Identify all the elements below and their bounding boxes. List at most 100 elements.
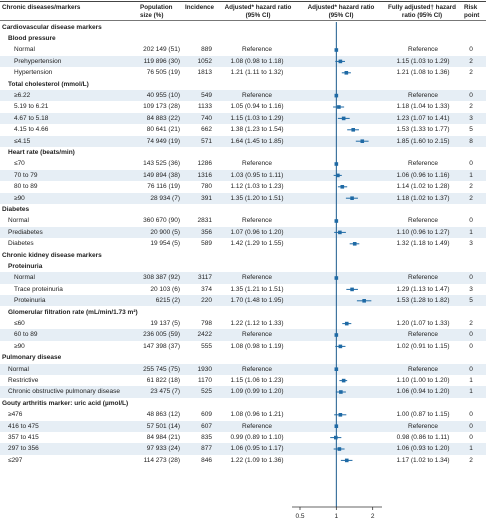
incidence-cell: 2831	[197, 217, 212, 225]
header-population: Population size (%)	[140, 4, 173, 19]
population-cell: 76 116 (19)	[147, 183, 180, 191]
header-fully: Fully adjusted† hazard ratio (95% CI)	[388, 4, 456, 19]
hazard-ratio-point	[339, 390, 343, 394]
fully-adjusted-hr-cell: 1.32 (1.18 to 1.49)	[396, 240, 450, 248]
risk-point-cell: 0	[469, 331, 473, 339]
adjusted-hr-cell: 1.42 (1.29 to 1.55)	[230, 240, 284, 248]
incidence-cell: 525	[201, 388, 212, 396]
incidence-cell: 549	[201, 91, 212, 99]
heading-label: Blood pressure	[8, 34, 56, 42]
table-row: Normal 255 745 (75) 1930 Reference Reference…	[0, 363, 486, 375]
risk-point-cell: 1	[469, 445, 473, 453]
incidence-cell: 798	[201, 319, 212, 327]
risk-point-cell: 0	[469, 91, 473, 99]
table-row: ≥6.22 40 955 (10) 549 Reference Reference 0	[0, 89, 486, 102]
population-cell: 84 883 (22)	[146, 114, 180, 122]
population-cell: 57 501 (14)	[146, 422, 180, 430]
fully-adjusted-hr-cell: 1.18 (1.02 to 1.37)	[396, 194, 450, 202]
risk-point-cell: 3	[469, 285, 473, 293]
section-heading: Gouty arthritis marker: uric acid (µmol/…	[0, 398, 486, 409]
fully-adjusted-hr-cell: 1.06 (0.93 to 1.20)	[396, 445, 450, 453]
adjusted-hr-cell: Reference	[242, 217, 272, 225]
row-label: ≤60	[14, 319, 25, 327]
incidence-cell: 609	[201, 411, 212, 419]
adjusted-hr-cell: 0.99 (0.89 to 1.10)	[230, 433, 284, 441]
population-cell: 80 641 (21)	[146, 126, 180, 134]
fully-adjusted-hr-cell: 1.06 (0.94 to 1.20)	[396, 388, 450, 396]
adjusted-hr-cell: 1.07 (0.96 to 1.20)	[230, 228, 284, 236]
risk-point-cell: 0	[469, 422, 473, 430]
population-cell: 19 954 (5)	[150, 240, 180, 248]
row-label: Trace proteinuria	[14, 285, 63, 293]
population-cell: 61 822 (18)	[146, 376, 180, 384]
fully-adjusted-hr-cell: 1.18 (1.04 to 1.33)	[396, 103, 450, 111]
table-row: Hypertension 76 505 (19) 1813 1.21 (1.11 to…	[0, 67, 486, 78]
adjusted-hr-cell: Reference	[242, 274, 272, 282]
section-heading: Pulmonary disease	[0, 352, 486, 363]
incidence-cell: 877	[201, 445, 212, 453]
table-row: Prediabetes 20 900 (5) 356 1.07 (0.96 to 1.…	[0, 226, 486, 239]
row-label: Chronic obstructive pulmonary disease	[8, 388, 120, 396]
hazard-ratio-point	[344, 458, 349, 463]
incidence-cell: 1052	[197, 57, 212, 65]
risk-point-cell: 2	[469, 319, 473, 327]
population-cell: 308 387 (92)	[143, 274, 180, 282]
risk-point-cell: 2	[469, 57, 473, 65]
fully-adjusted-hr-cell: 1.06 (0.96 to 1.16)	[396, 171, 450, 179]
fully-adjusted-hr-cell: 0.98 (0.86 to 1.11)	[396, 433, 450, 441]
incidence-cell: 1930	[197, 365, 212, 373]
incidence-cell: 356	[201, 228, 212, 236]
table-row: ≥90 28 934 (7) 391 1.35 (1.20 to 1.51) 1.18 …	[0, 192, 486, 204]
hazard-ratio-point	[334, 48, 339, 52]
risk-point-cell: 0	[469, 160, 473, 168]
table-row: ≥476 48 863 (12) 609 1.08 (0.96 to 1.21) 1.0…	[0, 409, 486, 420]
row-label: ≤4.15	[14, 137, 31, 145]
population-cell: 6215 (2)	[155, 297, 180, 305]
fully-adjusted-hr-cell: 1.17 (1.02 to 1.34)	[396, 456, 450, 464]
header-incidence: Incidence	[185, 4, 215, 11]
fully-adjusted-hr-cell: Reference	[408, 365, 438, 373]
adjusted-hr-cell: 1.05 (0.94 to 1.16)	[230, 103, 284, 111]
row-label: 357 to 415	[8, 433, 39, 441]
table-row: 70 to 79 149 894 (38) 1316 1.03 (0.95 to 1.…	[0, 169, 486, 182]
incidence-cell: 2422	[197, 331, 212, 339]
table-row: ≤60 19 137 (5) 798 1.22 (1.12 to 1.33) 1.20 …	[0, 318, 486, 329]
section-heading: Cardiovascular disease markers	[0, 22, 486, 33]
section-heading: Diabetes	[0, 204, 486, 215]
row-label: Normal	[14, 274, 35, 282]
row-label: ≥90	[14, 342, 25, 350]
hazard-ratio-point	[336, 173, 340, 178]
row-label: Prehypertension	[14, 57, 62, 65]
fully-adjusted-hr-cell: Reference	[408, 274, 438, 282]
incidence-cell: 571	[201, 137, 212, 145]
row-label: Normal	[14, 46, 35, 54]
fully-adjusted-hr-cell: 1.21 (1.08 to 1.36)	[396, 69, 450, 77]
hazard-ratio-point	[344, 71, 349, 75]
table-row: 4.15 to 4.66 80 641 (21) 662 1.38 (1.23 to …	[0, 124, 486, 135]
risk-point-cell: 0	[469, 411, 473, 419]
fully-adjusted-hr-cell: Reference	[408, 160, 438, 168]
table-row: Restrictive 61 822 (18) 1170 1.15 (1.06 to …	[0, 375, 486, 386]
table-row: 357 to 415 84 984 (21) 835 0.99 (0.89 to 1.…	[0, 432, 486, 443]
adjusted-hr-cell: 1.70 (1.48 to 1.95)	[230, 297, 284, 305]
fully-adjusted-hr-cell: Reference	[408, 422, 438, 430]
adjusted-hr-cell: Reference	[242, 46, 272, 54]
incidence-cell: 662	[201, 126, 212, 134]
section-heading: Chronic kidney disease markers	[0, 250, 486, 261]
x-axis-tick-label: 0.5	[295, 513, 304, 520]
population-cell: 360 670 (90)	[143, 217, 180, 225]
incidence-cell: 3117	[198, 274, 212, 282]
hazard-ratio-point	[334, 333, 339, 337]
subsection-heading: Heart rate (beats/min)	[0, 147, 486, 158]
incidence-cell: 1813	[197, 69, 212, 77]
adjusted-hr-cell: 1.22 (1.09 to 1.36)	[230, 456, 284, 464]
hazard-ratio-point	[334, 219, 339, 223]
table-row: 297 to 356 97 933 (24) 877 1.06 (0.95 to 1.…	[0, 443, 486, 455]
hazard-ratio-point	[341, 378, 346, 383]
fully-adjusted-hr-cell: 1.02 (0.91 to 1.15)	[396, 342, 450, 350]
risk-point-cell: 3	[469, 240, 473, 248]
row-label: 80 to 89	[14, 183, 38, 191]
table-row: Normal 202 149 (51) 889 Reference Reference 0	[0, 44, 486, 55]
